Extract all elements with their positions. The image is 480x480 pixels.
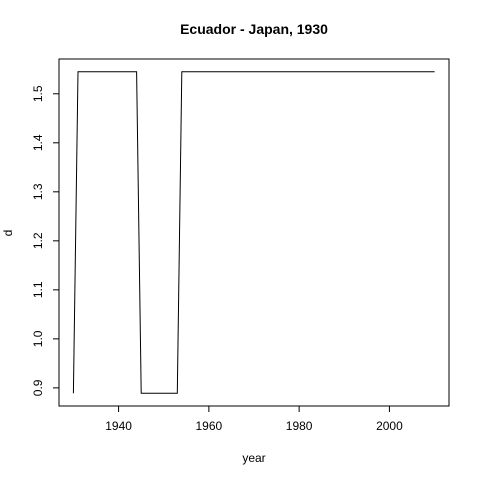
series-group xyxy=(72,71,435,394)
y-tick-label: 1.5 xyxy=(31,85,45,102)
chart-title: Ecuador - Japan, 1930 xyxy=(180,21,328,37)
y-tick-label: 1.4 xyxy=(31,134,45,151)
y-tick-label: 1.0 xyxy=(31,330,45,347)
x-axis: 1940 1960 1980 2000 xyxy=(105,406,403,433)
x-tick-label: 2000 xyxy=(376,419,403,433)
series-line xyxy=(72,71,435,394)
y-tick-label: 1.3 xyxy=(31,183,45,200)
x-tick-label: 1960 xyxy=(196,419,223,433)
y-tick-label: 1.1 xyxy=(31,281,45,298)
x-axis-label: year xyxy=(242,451,265,465)
plot-frame xyxy=(58,58,450,407)
x-tick-label: 1980 xyxy=(286,419,313,433)
y-tick-label: 0.9 xyxy=(31,379,45,396)
y-tick-label: 1.2 xyxy=(31,232,45,249)
y-axis-label: d xyxy=(1,230,15,237)
x-tick-label: 1940 xyxy=(105,419,132,433)
y-axis: 0.9 1.0 1.1 1.2 1.3 1.4 1.5 xyxy=(31,85,59,396)
